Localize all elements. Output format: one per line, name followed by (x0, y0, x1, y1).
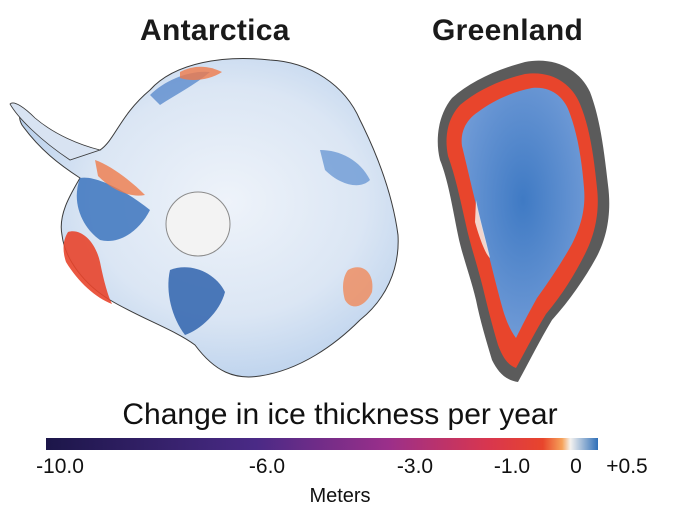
tick-label: +0.5 (606, 455, 648, 478)
greenland-map (437, 60, 610, 382)
south-pole-data-gap (165, 191, 231, 257)
antarctica-map (9, 58, 399, 378)
ant-thinning-east (343, 267, 373, 307)
ant-thinning-coast-north (180, 66, 222, 80)
legend-units: Meters (309, 485, 371, 507)
ant-thickening-coast (150, 71, 210, 105)
greenland-white-band (475, 200, 490, 258)
ant-thinning-peninsula (95, 160, 145, 196)
legend-title: Change in ice thickness per year (122, 398, 558, 431)
tick-label: -1.0 (493, 455, 531, 478)
greenland-title: Greenland (432, 14, 584, 47)
ant-thickening-ross (168, 267, 225, 335)
tick-label: -10.0 (36, 455, 84, 478)
tick-label: -3.0 (396, 455, 434, 478)
greenland-interior-thickening (461, 87, 585, 338)
ice-thickness-maps (9, 58, 610, 382)
antarctic-peninsula (9, 102, 102, 161)
ant-thickening-west (76, 177, 150, 241)
colorbar (46, 438, 598, 450)
tick-label: 0 (570, 455, 582, 478)
ant-thinning-amundsen (63, 231, 112, 304)
antarctica-title: Antarctica (140, 14, 290, 47)
tick-label: -6.0 (248, 455, 286, 478)
ant-thickening-east (320, 150, 370, 186)
